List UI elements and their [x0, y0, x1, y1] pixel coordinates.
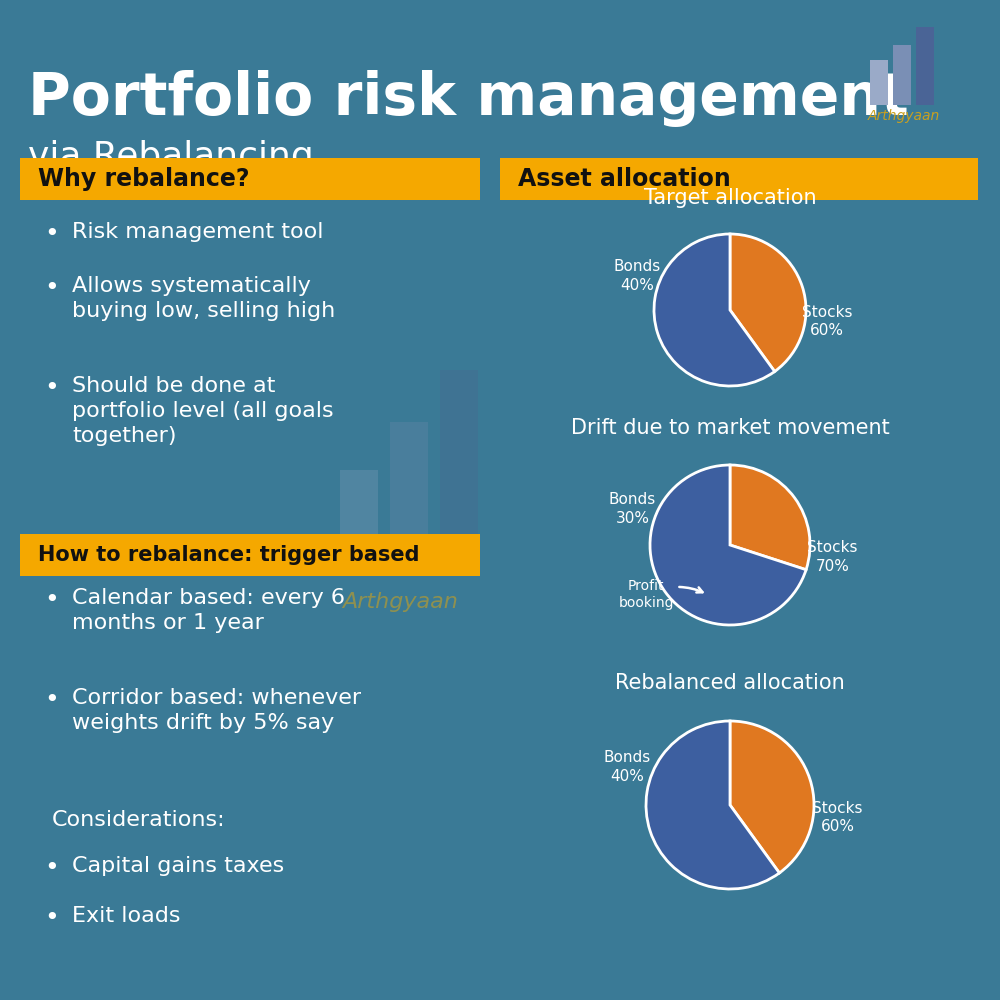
- Wedge shape: [730, 234, 806, 371]
- Text: •: •: [45, 588, 59, 612]
- Bar: [893, 45, 911, 105]
- Wedge shape: [654, 234, 775, 386]
- Text: Bonds
30%: Bonds 30%: [609, 492, 656, 526]
- Text: Considerations:: Considerations:: [52, 810, 226, 830]
- Text: •: •: [45, 222, 59, 246]
- Text: Stocks
70%: Stocks 70%: [807, 540, 858, 574]
- Wedge shape: [650, 465, 806, 625]
- Text: •: •: [45, 376, 59, 400]
- Text: Allows systematically
buying low, selling high: Allows systematically buying low, sellin…: [72, 276, 335, 321]
- Bar: [440, 370, 478, 570]
- Text: Exit loads: Exit loads: [72, 906, 180, 926]
- Text: •: •: [45, 688, 59, 712]
- Text: How to rebalance: trigger based: How to rebalance: trigger based: [38, 545, 420, 565]
- Text: Bonds
40%: Bonds 40%: [614, 259, 661, 293]
- Bar: [500, 158, 978, 200]
- Bar: [870, 60, 888, 105]
- Text: Bonds
40%: Bonds 40%: [604, 750, 651, 784]
- Text: Arthgyaan: Arthgyaan: [868, 109, 940, 123]
- Text: Arthgyaan: Arthgyaan: [342, 592, 458, 612]
- Bar: [916, 27, 934, 105]
- Text: Why rebalance?: Why rebalance?: [38, 167, 250, 191]
- Text: Profit
booking: Profit booking: [618, 580, 703, 610]
- Text: Should be done at
portfolio level (all goals
together): Should be done at portfolio level (all g…: [72, 376, 334, 446]
- Text: via Rebalancing: via Rebalancing: [28, 140, 314, 174]
- Text: •: •: [45, 276, 59, 300]
- Text: •: •: [45, 856, 59, 880]
- Wedge shape: [646, 721, 779, 889]
- Title: Rebalanced allocation: Rebalanced allocation: [615, 673, 845, 693]
- Text: Stocks
60%: Stocks 60%: [802, 305, 853, 338]
- Wedge shape: [730, 721, 814, 873]
- Text: Asset allocation: Asset allocation: [518, 167, 731, 191]
- Text: •: •: [45, 906, 59, 930]
- Text: Corridor based: whenever
weights drift by 5% say: Corridor based: whenever weights drift b…: [72, 688, 361, 733]
- Text: Capital gains taxes: Capital gains taxes: [72, 856, 284, 876]
- Title: Target allocation: Target allocation: [644, 188, 816, 208]
- Text: Portfolio risk management: Portfolio risk management: [28, 70, 909, 127]
- Text: Stocks
60%: Stocks 60%: [812, 801, 863, 834]
- Wedge shape: [730, 465, 810, 570]
- Bar: [20, 158, 480, 200]
- Bar: [390, 422, 428, 570]
- Bar: [340, 470, 378, 570]
- Title: Drift due to market movement: Drift due to market movement: [571, 418, 889, 438]
- Text: Calendar based: every 6
months or 1 year: Calendar based: every 6 months or 1 year: [72, 588, 345, 633]
- Text: Risk management tool: Risk management tool: [72, 222, 324, 242]
- Bar: [20, 534, 480, 576]
